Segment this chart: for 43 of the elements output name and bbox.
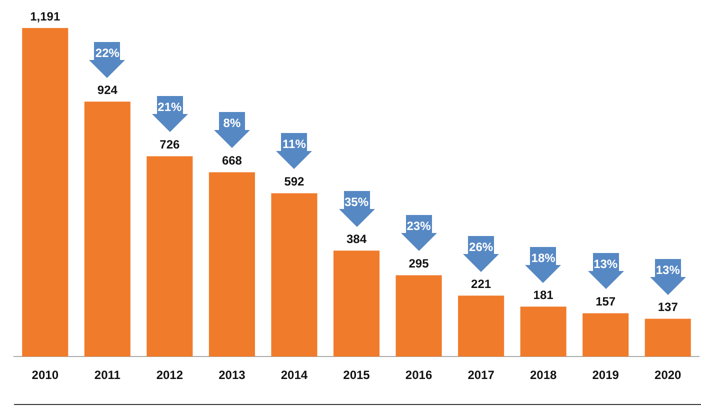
x-tick-label: 2019 <box>592 368 620 382</box>
annotation: 35% <box>343 194 370 209</box>
x-tick-label: 2014 <box>280 368 308 382</box>
data-label: 295 <box>408 256 430 271</box>
data-label: 1,191 <box>30 9 60 24</box>
x-tick-label: 2015 <box>343 368 370 382</box>
x-tick-label: 2020 <box>654 368 682 382</box>
x-tick-label: 2011 <box>94 368 121 382</box>
bar <box>458 296 504 357</box>
annotation: 26% <box>468 240 494 254</box>
data-label: 384 <box>346 232 367 246</box>
annotation: 13% <box>654 262 681 277</box>
data-label: 137 <box>658 300 678 314</box>
annotation: 11% <box>282 137 307 152</box>
data-label: 592 <box>284 174 305 189</box>
x-tick-label: 2013 <box>218 368 246 382</box>
bar <box>146 156 193 357</box>
annotation: 13% <box>592 257 619 272</box>
bar <box>271 193 318 357</box>
bar <box>333 250 380 357</box>
bar <box>84 102 130 357</box>
data-label: 157 <box>596 294 616 309</box>
data-label: 924 <box>97 82 118 97</box>
annotation: 22% <box>94 46 120 60</box>
bar <box>644 318 691 357</box>
annotation: 8% <box>222 116 242 130</box>
x-tick-label: 2018 <box>530 368 557 382</box>
bar <box>520 306 566 357</box>
bar <box>582 313 629 357</box>
bar <box>208 172 255 357</box>
annotation: 18% <box>530 250 556 265</box>
annotation: 23% <box>406 219 432 234</box>
x-tick-label: 2010 <box>32 368 59 382</box>
data-label: 181 <box>533 288 554 302</box>
x-tick-label: 2016 <box>405 368 432 382</box>
annotation: 21% <box>156 100 183 114</box>
data-label: 726 <box>160 138 180 152</box>
x-tick-label: 2012 <box>156 368 184 382</box>
data-label: 668 <box>222 154 242 168</box>
x-tick-label: 2017 <box>468 368 495 382</box>
data-label: 221 <box>471 276 492 291</box>
bar <box>396 275 442 357</box>
bar <box>22 28 68 357</box>
